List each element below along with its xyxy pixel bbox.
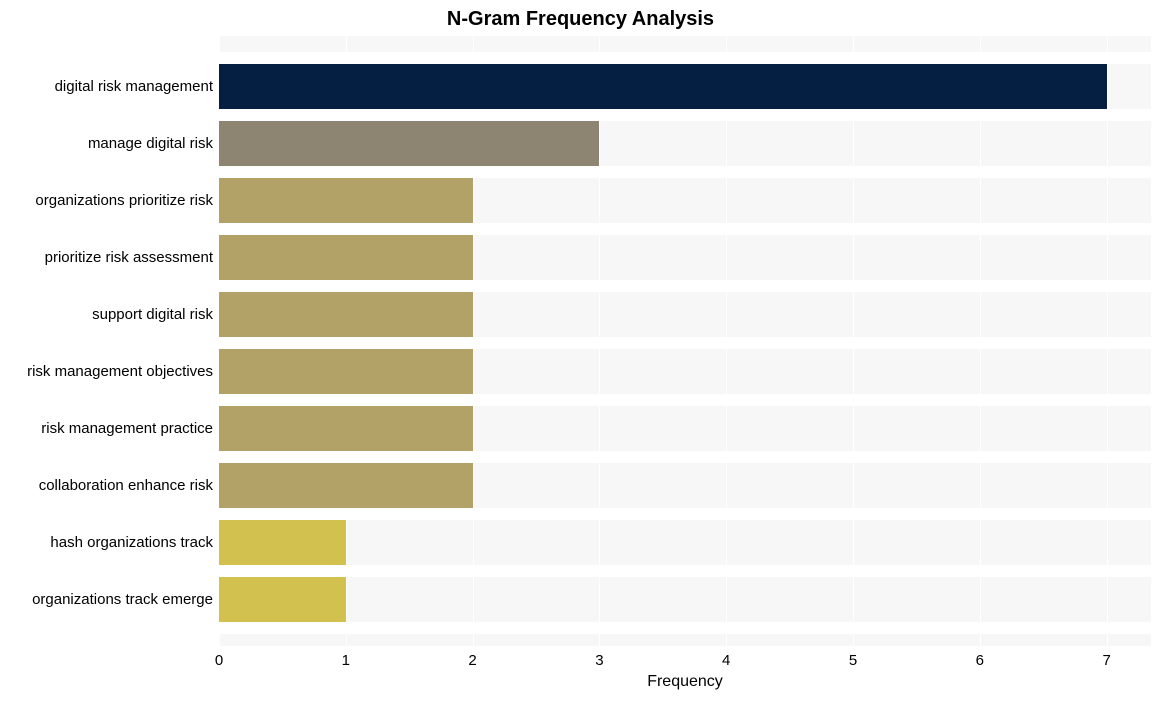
row-separator (219, 508, 1151, 520)
row-separator (219, 166, 1151, 178)
row-separator (219, 280, 1151, 292)
bar (219, 577, 346, 622)
y-category-label: risk management objectives (27, 363, 213, 380)
row-separator (219, 451, 1151, 463)
bar (219, 520, 346, 565)
x-tick: 7 (1102, 652, 1110, 669)
bar (219, 178, 473, 223)
row-separator (219, 394, 1151, 406)
x-tick: 5 (849, 652, 857, 669)
y-category-label: hash organizations track (50, 534, 213, 551)
row-separator (219, 622, 1151, 634)
y-category-label: support digital risk (92, 306, 213, 323)
bar (219, 64, 1107, 109)
x-axis-label: Frequency (219, 673, 1151, 691)
x-tick: 1 (342, 652, 350, 669)
row-separator (219, 52, 1151, 64)
row-separator (219, 337, 1151, 349)
y-category-label: collaboration enhance risk (39, 477, 213, 494)
y-category-label: manage digital risk (88, 135, 213, 152)
x-tick: 6 (976, 652, 984, 669)
row-separator (219, 109, 1151, 121)
y-category-label: organizations track emerge (32, 591, 213, 608)
y-category-label: prioritize risk assessment (45, 249, 213, 266)
bar (219, 463, 473, 508)
plot-area (219, 36, 1151, 646)
row-separator (219, 565, 1151, 577)
bar (219, 235, 473, 280)
ngram-chart: N-Gram Frequency Analysis Frequency 0 1 2 3… (0, 0, 1161, 701)
chart-title: N-Gram Frequency Analysis (0, 8, 1161, 31)
y-category-label: organizations prioritize risk (35, 192, 213, 209)
row-separator (219, 223, 1151, 235)
bar (219, 121, 599, 166)
y-category-label: digital risk management (55, 78, 213, 95)
x-tick: 3 (595, 652, 603, 669)
bar (219, 292, 473, 337)
x-tick: 0 (215, 652, 223, 669)
y-category-label: risk management practice (41, 420, 213, 437)
x-tick: 2 (468, 652, 476, 669)
bar (219, 349, 473, 394)
x-tick: 4 (722, 652, 730, 669)
bar (219, 406, 473, 451)
